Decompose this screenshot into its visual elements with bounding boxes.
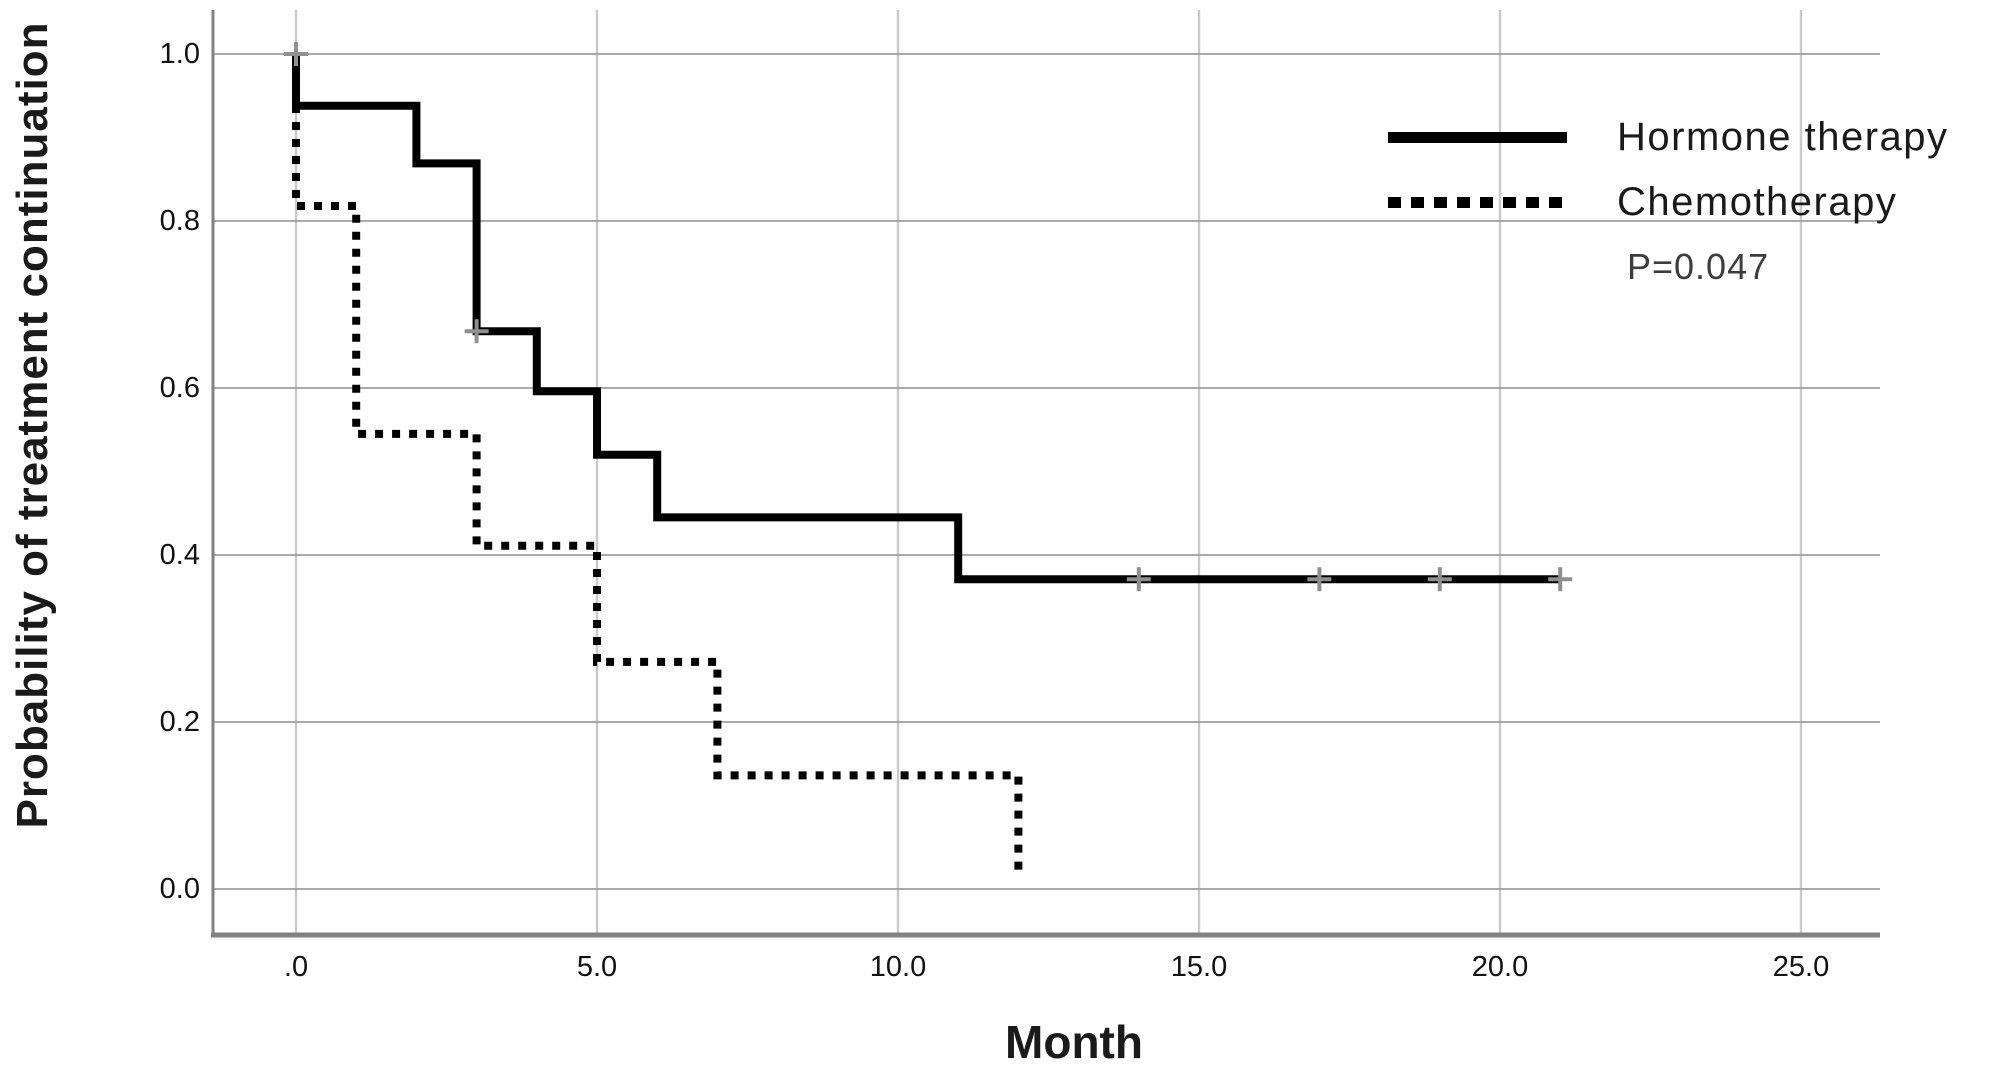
legend-label-chemotherapy: Chemotherapy [1617, 179, 1898, 224]
p-value-annotation: P=0.047 [1627, 246, 1770, 287]
y-axis-title: Probability of treatment continuation [8, 21, 57, 829]
y-tick-label: 1.0 [159, 38, 200, 70]
curve-hormone-therapy [292, 54, 1561, 584]
x-tick-label: 15.0 [1170, 951, 1228, 983]
curve-chemotherapy [292, 54, 1023, 877]
y-tick-label: 0.2 [159, 706, 200, 738]
legend-item-chemotherapy: Chemotherapy [1388, 180, 1897, 224]
x-axis-title: Month [1005, 1016, 1143, 1068]
legend-solid-line-swatch [1388, 131, 1567, 143]
x-tick-label: 25.0 [1772, 951, 1830, 983]
y-tick-label: 0.6 [159, 372, 200, 404]
legend-dotted-line-swatch [1388, 196, 1567, 208]
x-tick-label: 20.0 [1471, 951, 1529, 983]
y-tick-label: 0.8 [159, 205, 200, 237]
x-tick-label: .0 [283, 951, 309, 983]
x-tick-label: 10.0 [869, 951, 927, 983]
legend-label-hormone-therapy: Hormone therapy [1617, 114, 1949, 159]
legend-item-hormone-therapy: Hormone therapy [1388, 115, 1949, 159]
y-tick-label: 0.4 [159, 539, 200, 571]
x-tick-label: 5.0 [576, 951, 618, 983]
y-tick-label: 0.0 [159, 873, 200, 905]
